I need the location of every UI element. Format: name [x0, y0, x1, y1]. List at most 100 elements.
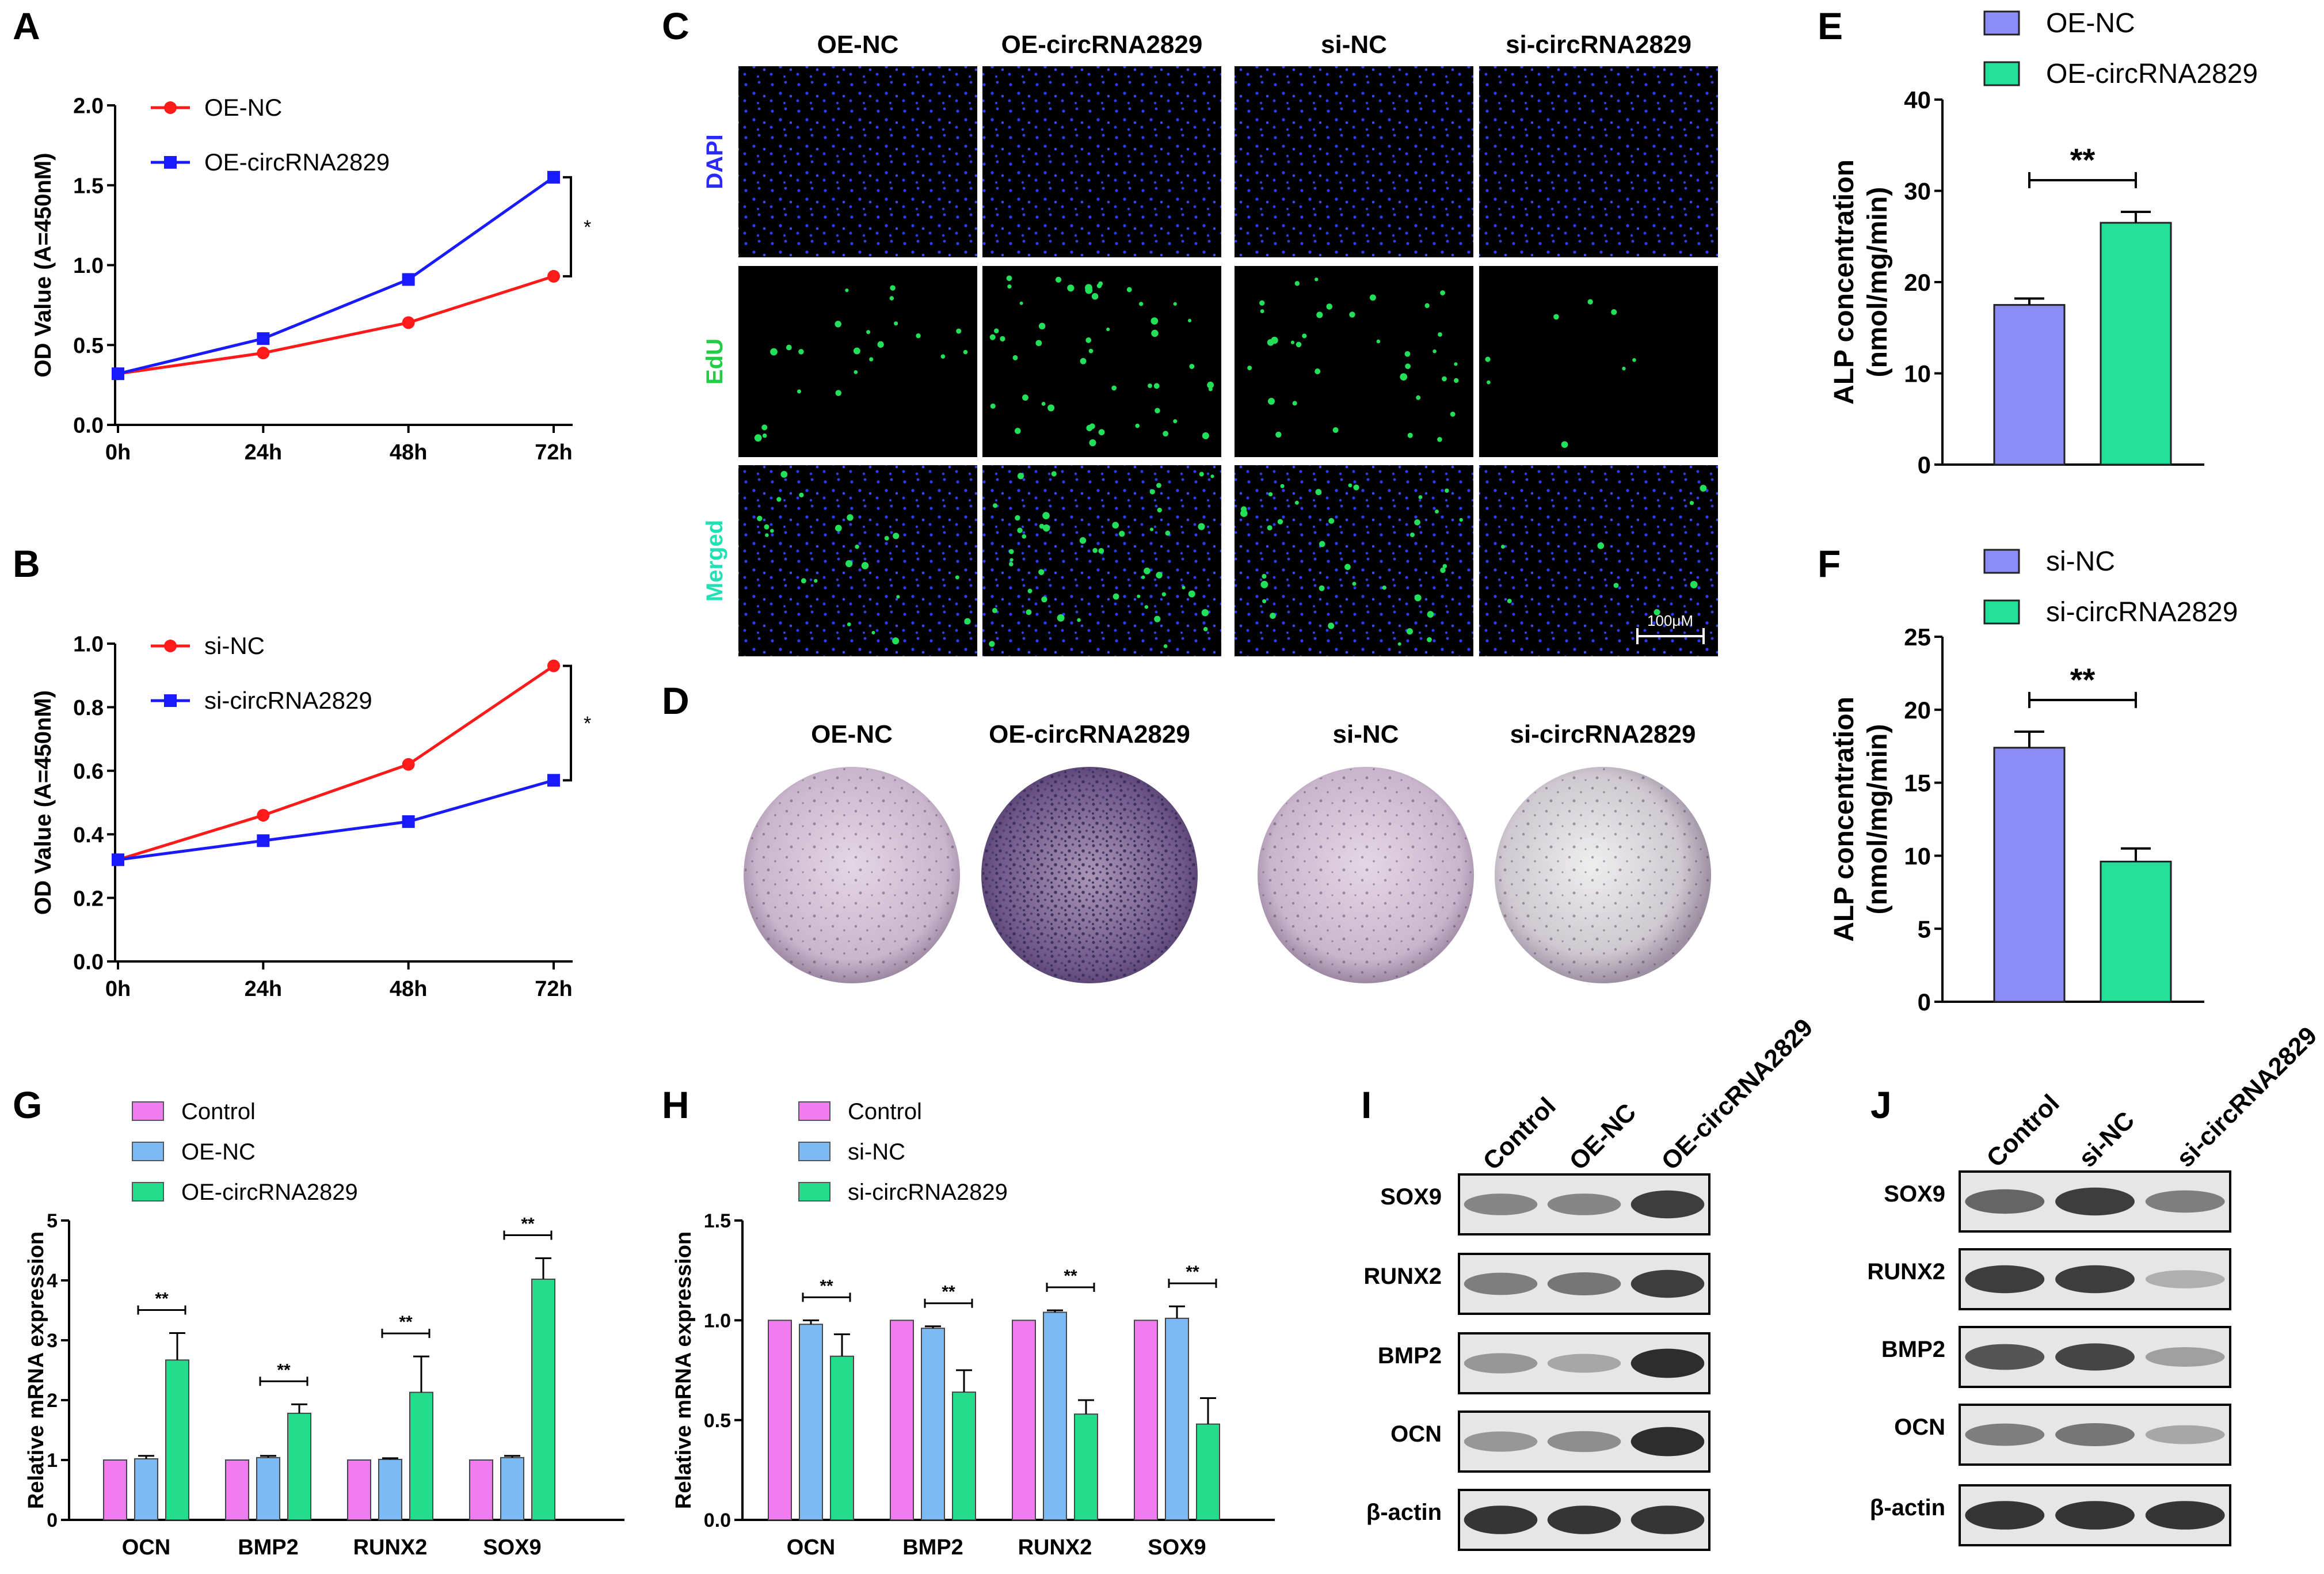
edu-cell [1189, 364, 1195, 369]
bar-control-runx2 [1012, 1320, 1036, 1520]
edu-cell [877, 341, 884, 348]
edu-cell [1689, 501, 1694, 505]
bar-si-circrna2829-bmp2 [952, 1391, 976, 1520]
y-tick-label: 10 [1904, 360, 1931, 387]
legend-label-si-circrna2829: si-circRNA2829 [204, 687, 372, 714]
bar-si-nc-ocn [799, 1324, 823, 1520]
chart-e-alp-oe: 0 10 20 30 40 OE-NC OE-circRNA2829 ALP concentr… [1829, 8, 2258, 478]
blot-band [1464, 1193, 1538, 1215]
legend-label-oe-nc: OE-NC [2046, 8, 2135, 39]
edu-cell [1080, 358, 1087, 364]
y-tick-label: 5 [1918, 915, 1931, 942]
micrograph-edu-si-nc [1235, 266, 1473, 457]
panel-label-g: G [13, 1083, 42, 1126]
edu-cell [835, 390, 841, 396]
edu-cell [1319, 585, 1325, 591]
edu-cell [765, 533, 769, 537]
edu-cell [1047, 404, 1055, 412]
y-tick-label: 3 [47, 1330, 58, 1352]
edu-cell [1260, 309, 1264, 314]
protein-label-ocn: OCN [1894, 1415, 1945, 1440]
legend-swatch [798, 1182, 830, 1202]
edu-cell [1198, 523, 1205, 530]
significance-marker: ** [399, 1313, 413, 1332]
edu-cell [1315, 277, 1319, 282]
blot-band [1547, 1193, 1621, 1215]
edu-cell [835, 524, 842, 532]
edu-cell [1042, 524, 1050, 532]
blot-band [2145, 1270, 2225, 1288]
column-header-si-nc: si-NC [1321, 31, 1387, 59]
edu-cell [854, 370, 858, 374]
y-tick-label: 0.6 [73, 759, 104, 784]
bar-oe-circrna2829-bmp2 [287, 1412, 311, 1520]
edu-cell [1328, 518, 1335, 524]
y-axis-title: ALP concentration [1829, 697, 1860, 942]
x-tick-label: 24h [245, 440, 282, 465]
y-tick-label: 0 [1918, 451, 1931, 478]
blot-band [1630, 1348, 1705, 1378]
plate-stain-oe-nc [745, 768, 959, 982]
edu-cell [866, 330, 871, 334]
edu-cell [1247, 366, 1252, 371]
edu-cell [1450, 411, 1456, 417]
micrograph-edu-oe-nc [738, 266, 977, 457]
edu-cell [1035, 340, 1042, 347]
legend-marker [164, 694, 177, 707]
edu-cell [861, 562, 869, 569]
legend-swatch [798, 1142, 830, 1161]
edu-cell [1438, 332, 1442, 337]
y-tick-label: 0.8 [73, 696, 104, 720]
panel-label-e: E [1818, 5, 1843, 47]
blot-band [1630, 1190, 1705, 1219]
edu-cell [1201, 609, 1209, 617]
plate-stain-oe-circrna2829 [982, 768, 1197, 982]
x-tick-label: 0h [105, 977, 131, 1001]
panel-d-plates: OE-NC OE-circRNA2829 si-NC si-circRNA2829 [744, 720, 1711, 983]
panel-label-a: A [13, 5, 40, 47]
edu-cell [1400, 373, 1408, 381]
edu-cell [1207, 381, 1214, 389]
bar-oe-nc-sox9 [500, 1457, 524, 1521]
micrograph-edu-oe-circrna2829 [982, 266, 1221, 457]
edu-cell [1271, 336, 1278, 344]
edu-cell [1280, 484, 1285, 488]
data-point [257, 809, 270, 822]
edu-cell [761, 424, 768, 431]
legend-label-oe-circrna2829: OE-circRNA2829 [2046, 59, 2258, 89]
x-tick-label: RUNX2 [353, 1535, 428, 1560]
edu-cell [1332, 427, 1339, 434]
edu-cell [1424, 303, 1430, 309]
bar-si-nc-runx2 [1043, 1311, 1067, 1520]
edu-cell [1440, 290, 1445, 296]
y-tick-label: 4 [47, 1270, 58, 1292]
legend-swatch [1983, 599, 2020, 625]
micrograph-merged-oe-circrna2829 [982, 465, 1221, 656]
edu-cell [1085, 337, 1092, 343]
edu-cell [776, 497, 782, 502]
edu-cell [1597, 542, 1605, 549]
panel-label-j: J [1870, 1083, 1892, 1126]
edu-cell [1267, 525, 1273, 531]
micrograph-merged-oe-nc [738, 465, 977, 656]
bar-si-circrna2829-runx2 [1074, 1413, 1098, 1520]
data-point [402, 815, 415, 828]
column-header-oe-nc: OE-NC [817, 31, 899, 59]
edu-cell [1077, 618, 1081, 622]
edu-cell [1173, 419, 1178, 424]
edu-cell [799, 492, 804, 497]
bar-oe-nc-ocn [134, 1458, 158, 1520]
chart-g-mrna-oe: 0 1 2 3 4 5 ** OCN ** BMP2 ** RUNX2 ** SOX9 Control OE-… [24, 1099, 624, 1560]
legend-marker [164, 156, 177, 169]
edu-cell [770, 348, 778, 356]
edu-cell [1290, 340, 1295, 344]
edu-cell [1294, 281, 1300, 286]
edu-cell [1632, 358, 1636, 362]
edu-cell [1277, 519, 1283, 524]
edu-cell [1459, 518, 1463, 522]
edu-cell [1319, 541, 1325, 548]
significance-marker: ** [521, 1215, 535, 1234]
edu-cell [1096, 283, 1102, 288]
x-tick-label: 0h [105, 440, 131, 465]
